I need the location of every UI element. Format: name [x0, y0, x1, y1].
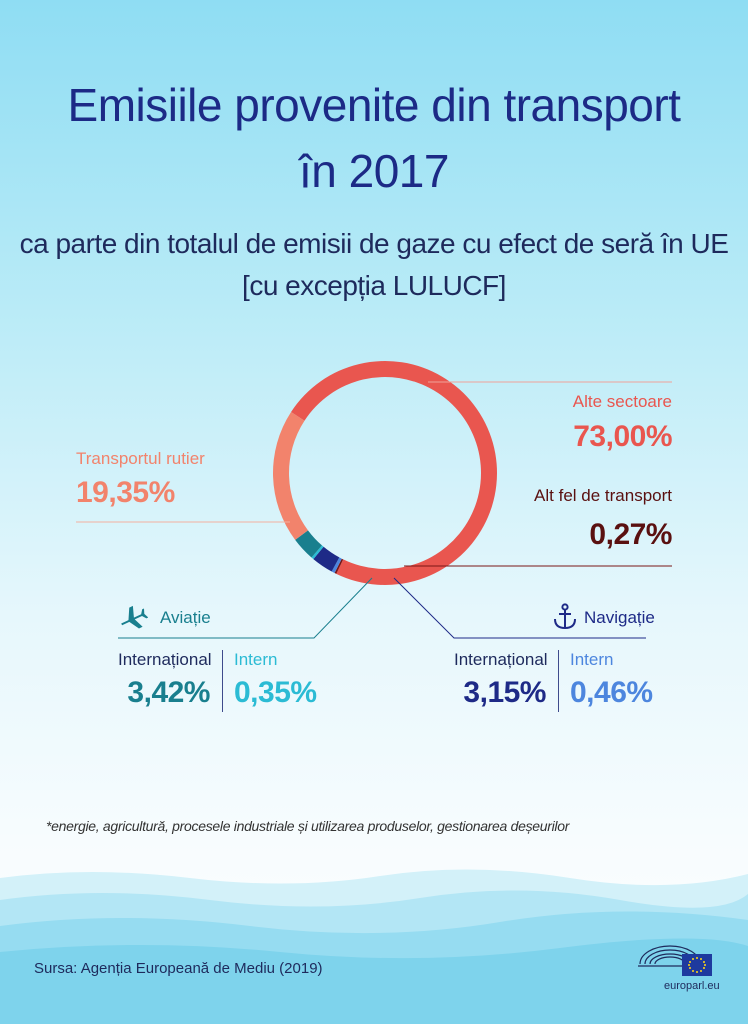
airplane-icon	[121, 605, 148, 629]
value-other-sectors: 73,00%	[573, 420, 672, 453]
value-aviation-international: 3,42%	[127, 676, 210, 709]
label-other-transport: Alt fel de transport	[534, 486, 672, 505]
label-aviation-international: Internațional	[118, 650, 212, 669]
wave-background	[0, 869, 748, 1024]
subtitle: ca parte din totalul de emisii de gaze c…	[19, 228, 729, 259]
value-aviation-domestic: 0,35%	[234, 676, 317, 709]
subtitle-note: [cu excepția LULUCF]	[242, 270, 506, 301]
footnote: *energie, agricultură, procesele industr…	[46, 818, 570, 834]
leader-line-aviation	[118, 577, 373, 639]
label-navigation: Navigație	[584, 608, 655, 627]
donut-slice-alt-fel-de-transport	[334, 558, 344, 574]
aviation-divider	[222, 650, 223, 712]
donut-slice-naviga-ie-interna-ional	[313, 546, 340, 572]
label-road: Transportul rutier	[76, 449, 205, 468]
label-navigation-domestic: Intern	[570, 650, 614, 669]
anchor-icon	[554, 603, 576, 630]
donut-slice-naviga-ie-intern	[331, 557, 342, 573]
label-aviation-domestic: Intern	[234, 650, 278, 669]
label-aviation: Aviație	[160, 608, 211, 627]
value-other-transport: 0,27%	[589, 518, 672, 551]
donut-slice-avia-ie-intern	[311, 545, 324, 560]
label-navigation-international: Internațional	[454, 650, 548, 669]
donut-slice-avia-ie-interna-ional	[295, 530, 322, 558]
donut-slice-transportul-rutier	[273, 412, 308, 540]
page-title: Emisiile provenite din transport	[67, 79, 681, 131]
brand-site: europarl.eu	[664, 980, 720, 992]
value-road: 19,35%	[76, 476, 175, 509]
source-note: Sursa: Agenția Europeană de Mediu (2019)	[34, 960, 323, 977]
navigation-divider	[558, 650, 559, 712]
value-navigation-domestic: 0,46%	[570, 676, 653, 709]
label-other-sectors: Alte sectoare	[572, 392, 672, 411]
leader-line-navigation	[393, 577, 646, 639]
european-parliament-logo	[638, 945, 712, 976]
page-title-year: în 2017	[299, 145, 449, 197]
value-navigation-international: 3,15%	[463, 676, 546, 709]
